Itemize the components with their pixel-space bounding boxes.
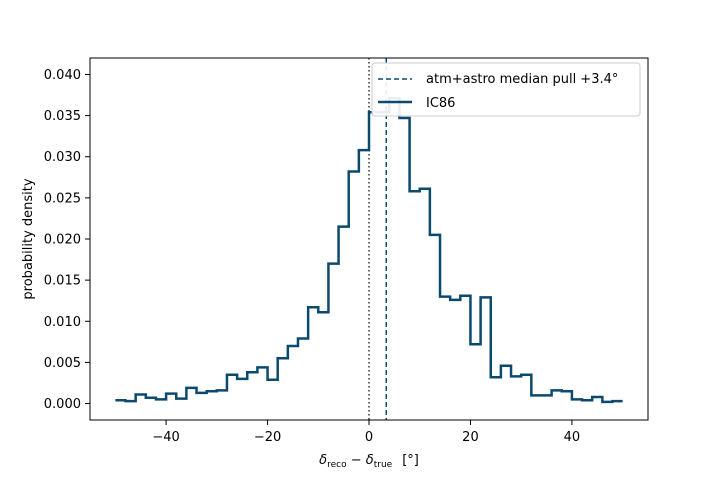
x-tick-label: −40 [152,430,179,445]
y-tick-label: 0.035 [44,109,81,124]
x-axis-ticks: −40 −20 0 20 40 [152,420,580,445]
x-tick-label: 20 [462,430,479,445]
x-tick-label: −20 [254,430,281,445]
y-axis-label: probability density [21,178,36,299]
y-tick-label: 0.000 [44,397,81,412]
y-tick-label: 0.025 [44,191,81,206]
x-tick-label: 40 [564,430,581,445]
x-tick-label: 0 [365,430,373,445]
plot-area [115,58,623,420]
x-axis-label: δreco − δtrue [°] [319,453,419,470]
legend-median-label: atm+astro median pull +3.4° [426,72,618,87]
series-step-line [115,97,623,404]
y-tick-label: 0.020 [44,233,81,248]
legend-box [371,62,641,117]
y-tick-label: 0.040 [44,68,81,83]
y-tick-label: 0.005 [44,356,81,371]
y-tick-label: 0.015 [44,274,81,289]
legend: atm+astro median pull +3.4° IC86 [371,62,641,117]
legend-series-label: IC86 [426,96,455,111]
y-tick-label: 0.010 [44,315,81,330]
y-tick-label: 0.030 [44,150,81,165]
y-axis-ticks: 0.000 0.005 0.010 0.015 0.020 0.025 0.030 0.035… [44,68,90,412]
